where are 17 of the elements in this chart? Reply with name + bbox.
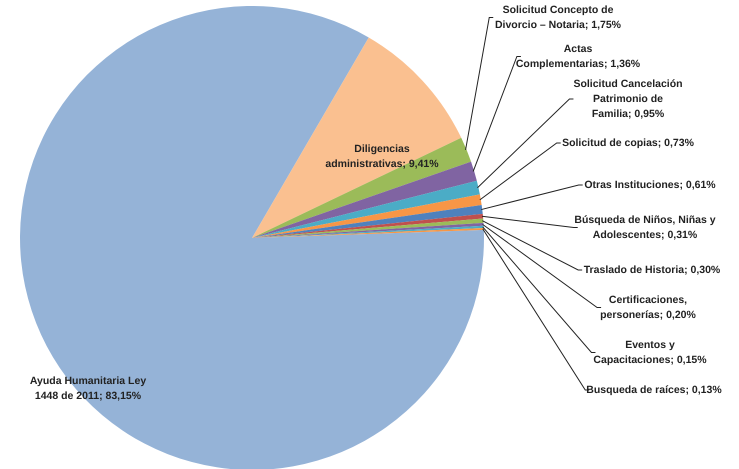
pie-slice (252, 214, 484, 238)
slice-label: Búsqueda de Niños, Niñas y Adolescentes; 0,31% (574, 214, 716, 241)
slice-label: Busqueda de raíces; 0,13% (586, 384, 722, 396)
pie-slice (252, 138, 472, 238)
slice-label: Certificaciones, personerías; 0,20% (600, 294, 697, 321)
slice-label: Eventos y Capacitaciones; 0,15% (593, 339, 708, 366)
slice-label: Traslado de Historia; 0,30% (584, 264, 721, 276)
slice-label: Solicitud de copias; 0,73% (562, 137, 695, 149)
pie-slice (252, 204, 483, 238)
pie-slice (252, 38, 462, 238)
slice-label: Actas Complementarias; 1,36% (516, 43, 641, 70)
slice-label: Solicitud Concepto de Divorcio – Notaria; 1,75% (494, 4, 622, 31)
slice-label: Solicitud Cancelación Patrimonio de Familia; 0,95% (573, 78, 683, 120)
slice-label: Diligencias administrativas; 9,41% (325, 143, 440, 170)
pie-slice (252, 180, 480, 238)
pie-slice (20, 6, 484, 469)
slice-label: Otras Instituciones; 0,61% (584, 179, 716, 191)
